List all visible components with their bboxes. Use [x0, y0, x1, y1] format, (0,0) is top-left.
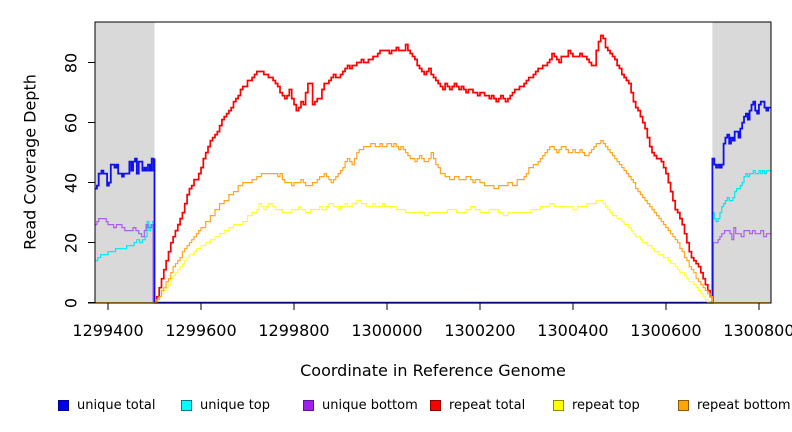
legend-item-unique-total: unique total: [58, 398, 155, 413]
legend-item-repeat-bottom: repeat bottom: [678, 398, 791, 413]
x-axis-title: Coordinate in Reference Genome: [300, 361, 566, 380]
legend-swatch-icon: [58, 400, 69, 411]
x-tick-label: 1300000: [351, 321, 423, 340]
series-line-unique-top: [95, 170, 771, 304]
legend-swatch-icon: [678, 400, 689, 411]
series-line-unique-total: [95, 100, 771, 304]
y-axis-title: Read Coverage Depth: [20, 74, 40, 250]
legend-label: unique top: [200, 398, 271, 413]
series-line-repeat-top: [95, 200, 771, 304]
y-tick-label: 80: [61, 52, 81, 73]
legend-item-repeat-total: repeat total: [430, 398, 525, 413]
x-tick-label: 1299800: [258, 321, 330, 340]
legend-label: unique bottom: [322, 398, 418, 413]
series-line-repeat-bottom: [95, 140, 771, 304]
legend-label: repeat top: [572, 398, 640, 413]
legend-label: repeat bottom: [697, 398, 791, 413]
x-tick-label: 1299600: [165, 321, 237, 340]
legend-item-unique-bottom: unique bottom: [303, 398, 418, 413]
x-tick-label: 1300600: [630, 321, 702, 340]
y-tick-label: 20: [61, 232, 81, 253]
legend-item-unique-top: unique top: [181, 398, 270, 413]
legend-swatch-icon: [181, 400, 192, 411]
masked-region-0: [95, 22, 155, 303]
y-tick-label: 60: [61, 112, 81, 133]
legend-label: repeat total: [449, 398, 526, 413]
legend-item-repeat-top: repeat top: [553, 398, 640, 413]
x-tick-label: 1299400: [72, 321, 144, 340]
masked-region-1: [712, 22, 771, 303]
x-tick-label: 1300400: [537, 321, 609, 340]
legend-label: unique total: [77, 398, 156, 413]
y-tick-label: 0: [61, 297, 81, 308]
legend-swatch-icon: [430, 400, 441, 411]
x-tick-label: 1300200: [444, 321, 516, 340]
y-tick-label: 40: [61, 172, 81, 193]
legend-swatch-icon: [303, 400, 314, 411]
series-line-repeat-total: [154, 34, 714, 304]
plot-frame: [94, 21, 772, 304]
legend-swatch-icon: [553, 400, 564, 411]
x-tick-label: 1300800: [723, 321, 792, 340]
